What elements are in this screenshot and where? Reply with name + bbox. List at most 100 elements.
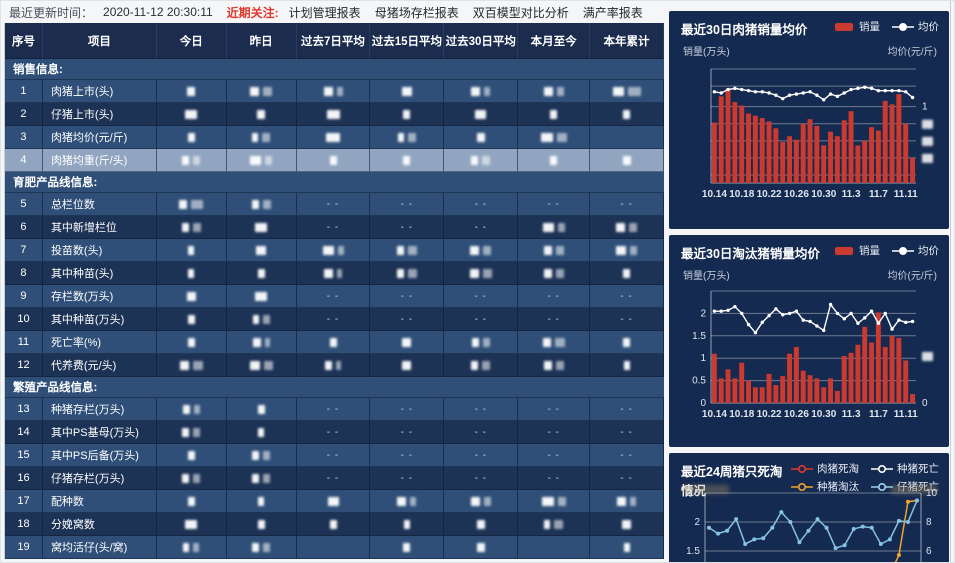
value-cell-redacted	[156, 239, 227, 262]
y-right-label: 均价(元/斤)	[887, 47, 937, 58]
table-row[interactable]: 14 其中PS基母(万头) - -- -- -- -- -	[5, 421, 665, 444]
value-cell-redacted	[590, 513, 665, 536]
value-cell-redacted	[226, 103, 297, 126]
value-cell-redacted	[156, 262, 227, 285]
value-cell-redacted	[518, 536, 591, 559]
table-row-selected[interactable]: 4 肉猪均重(斤/头)	[5, 149, 665, 172]
row-label: 配种数	[42, 490, 157, 513]
value-cell-redacted: - -	[590, 285, 665, 308]
update-time-value: 2020-11-12 20:30:11	[103, 5, 213, 19]
value-cell-redacted	[370, 126, 445, 149]
value-cell-redacted: - -	[444, 467, 519, 490]
table-row[interactable]: 13 种猪存栏(万头) - -- -- -- -- -	[5, 398, 665, 421]
legend-item-sales[interactable]: 销量	[833, 243, 880, 258]
value-cell-redacted	[518, 80, 591, 103]
value-cell-redacted	[370, 103, 445, 126]
value-cell-redacted	[156, 354, 227, 377]
value-cell-redacted	[226, 421, 297, 444]
row-label: 仔猪存栏(万头)	[42, 467, 157, 490]
y-right-label-redacted	[891, 485, 937, 494]
value-cell-redacted	[518, 239, 591, 262]
value-cell-redacted	[518, 149, 591, 172]
report-link-2[interactable]: 双百模型对比分析	[472, 5, 569, 20]
legend-item-piglet-death[interactable]: 仔猪死亡	[871, 479, 939, 494]
row-label: 其中PS基母(万头)	[42, 421, 157, 444]
legend-item-sow-death[interactable]: 种猪死亡	[871, 461, 939, 476]
value-cell-redacted	[370, 239, 445, 262]
table-row[interactable]: 15 其中PS后备(万头) - -- -- -- -- -	[5, 444, 665, 467]
value-cell-redacted: - -	[370, 285, 445, 308]
value-cell-redacted: - -	[590, 444, 665, 467]
table-row[interactable]: 5 总栏位数 - -- -- -- -- -	[5, 193, 665, 216]
table-row[interactable]: 10 其中种苗(万头) - -- -- -- -- -	[5, 308, 665, 331]
value-cell-redacted	[156, 398, 227, 421]
row-number: 6	[5, 216, 43, 239]
chart-title: 最近30日肉猪销量均价	[681, 23, 808, 37]
row-label: 肉猪均价(元/斤)	[42, 126, 157, 149]
column-header: 序号	[5, 23, 43, 59]
table-row[interactable]: 11 死亡率(%)	[5, 331, 665, 354]
value-cell-redacted	[518, 331, 591, 354]
value-cell-redacted	[296, 331, 371, 354]
column-header: 过去30日平均	[444, 23, 519, 59]
value-cell-redacted: - -	[590, 421, 665, 444]
row-label: 分娩窝数	[42, 513, 157, 536]
value-cell-redacted	[370, 149, 445, 172]
svg-text:6: 6	[926, 546, 932, 557]
window-right-edge	[950, 1, 951, 562]
value-cell-redacted: - -	[296, 467, 371, 490]
svg-text:10.18: 10.18	[729, 409, 754, 420]
avg-price-icon	[892, 246, 914, 255]
value-cell-redacted	[444, 513, 519, 536]
value-cell-redacted	[444, 126, 519, 149]
section-header: 繁殖产品线信息:	[5, 377, 664, 398]
table-row[interactable]: 19 窝均活仔(头/窝)	[5, 536, 665, 559]
value-cell-redacted: - -	[370, 421, 445, 444]
report-link-1[interactable]: 母猪场存栏报表	[374, 5, 459, 20]
pig-death-icon	[791, 464, 813, 473]
report-link-3[interactable]: 满产率报表	[582, 5, 643, 20]
table-row[interactable]: 16 仔猪存栏(万头) - -- -- -- -- -	[5, 467, 665, 490]
value-cell-redacted	[444, 149, 519, 172]
legend-item-sales[interactable]: 销量	[833, 19, 880, 34]
value-cell-redacted: - -	[590, 467, 665, 490]
table-row[interactable]: 6 其中新增栏位 - -- -- -	[5, 216, 665, 239]
chart-legend: 肉猪死淘 种猪死亡 种猪淘汰 仔猪死亡	[791, 461, 939, 494]
value-cell-redacted: - -	[444, 216, 519, 239]
legend-item-avg-price[interactable]: 均价	[892, 243, 939, 258]
value-cell-redacted	[226, 239, 297, 262]
legend-item-pig-death[interactable]: 肉猪死淘	[791, 461, 859, 476]
row-label: 代养费(元/头)	[42, 354, 157, 377]
table-row[interactable]: 7 投苗数(头)	[5, 239, 665, 262]
value-cell-redacted	[226, 193, 297, 216]
value-cell-redacted	[156, 216, 227, 239]
row-number: 12	[5, 354, 43, 377]
table-row[interactable]: 9 存栏数(万头) - -- -- -- -- -	[5, 285, 665, 308]
table-row[interactable]: 18 分娩窝数	[5, 513, 665, 536]
report-link-0[interactable]: 计划管理报表	[288, 5, 361, 20]
row-number: 16	[5, 467, 43, 490]
svg-text:2.5: 2.5	[686, 488, 700, 499]
value-cell-redacted	[590, 239, 665, 262]
value-cell-redacted: - -	[590, 308, 665, 331]
section-header: 育肥产品线信息:	[5, 172, 664, 193]
value-cell-redacted	[296, 490, 371, 513]
table-row[interactable]: 17 配种数	[5, 490, 665, 513]
table-row[interactable]: 8 其中种苗(头)	[5, 262, 665, 285]
value-cell-redacted: - -	[444, 421, 519, 444]
table-row[interactable]: 1 肉猪上市(头)	[5, 80, 665, 103]
value-cell-redacted	[226, 536, 297, 559]
table-row[interactable]: 2 仔猪上市(头)	[5, 103, 665, 126]
table-row[interactable]: 12 代养费(元/头)	[5, 354, 665, 377]
legend-item-sow-cull[interactable]: 种猪淘汰	[791, 479, 859, 494]
value-cell-redacted	[444, 490, 519, 513]
svg-text:10.22: 10.22	[757, 409, 782, 420]
row-number: 4	[5, 149, 43, 172]
legend-item-avg-price[interactable]: 均价	[892, 19, 939, 34]
row-number: 13	[5, 398, 43, 421]
svg-text:11.7: 11.7	[869, 409, 888, 420]
table-row[interactable]: 3 肉猪均价(元/斤)	[5, 126, 665, 149]
value-cell-redacted: - -	[518, 285, 591, 308]
value-cell-redacted	[156, 331, 227, 354]
value-cell-redacted	[156, 103, 227, 126]
